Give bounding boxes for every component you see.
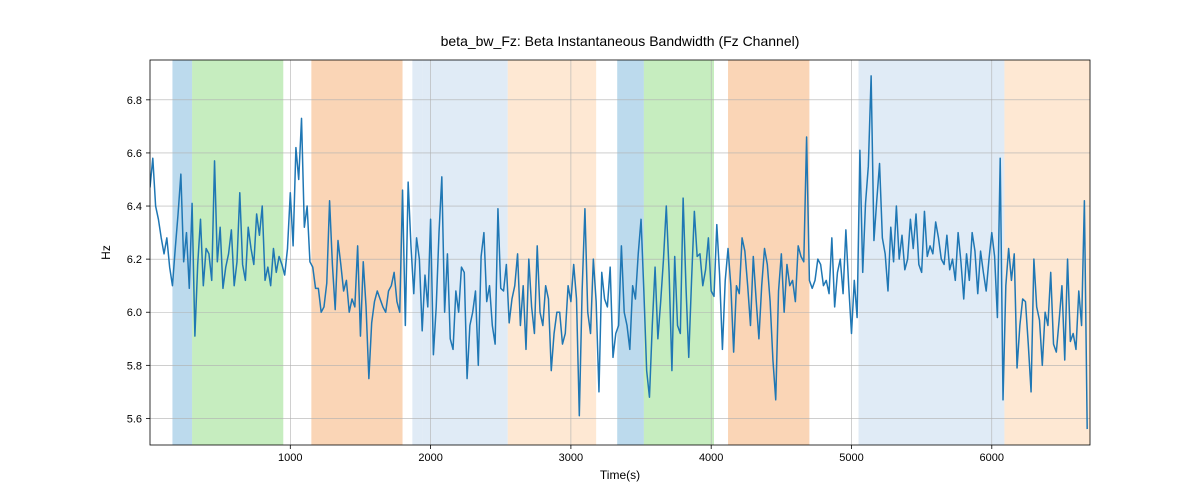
xtick-label: 4000 xyxy=(699,452,723,464)
chart-container: 1000 2000 3000 4000 5000 6000 5.6 5.8 6.0 6.2 6.4 6… xyxy=(0,0,1200,500)
xtick-label: 3000 xyxy=(559,452,583,464)
shaded-band xyxy=(412,60,422,445)
chart-title: beta_bw_Fz: Beta Instantaneous Bandwidth… xyxy=(441,33,800,49)
ytick-label: 5.6 xyxy=(127,413,142,425)
ytick-label: 6.4 xyxy=(127,201,142,213)
xtick-label: 1000 xyxy=(278,452,302,464)
xtick-label: 5000 xyxy=(839,452,863,464)
shaded-band xyxy=(1004,60,1090,445)
shaded-band xyxy=(859,60,1005,445)
xtick-label: 2000 xyxy=(418,452,442,464)
ytick-label: 6.6 xyxy=(127,148,142,160)
y-axis-label: Hz xyxy=(99,245,113,260)
ytick-label: 6.0 xyxy=(127,307,142,319)
line-chart: 1000 2000 3000 4000 5000 6000 5.6 5.8 6.0 6.2 6.4 6… xyxy=(0,0,1200,500)
x-axis-label: Time(s) xyxy=(600,468,640,482)
xtick-label: 6000 xyxy=(980,452,1004,464)
ytick-label: 5.8 xyxy=(127,360,142,372)
ytick-label: 6.2 xyxy=(127,254,142,266)
shaded-band xyxy=(644,60,714,445)
shaded-band xyxy=(422,60,508,445)
ytick-label: 6.8 xyxy=(127,95,142,107)
